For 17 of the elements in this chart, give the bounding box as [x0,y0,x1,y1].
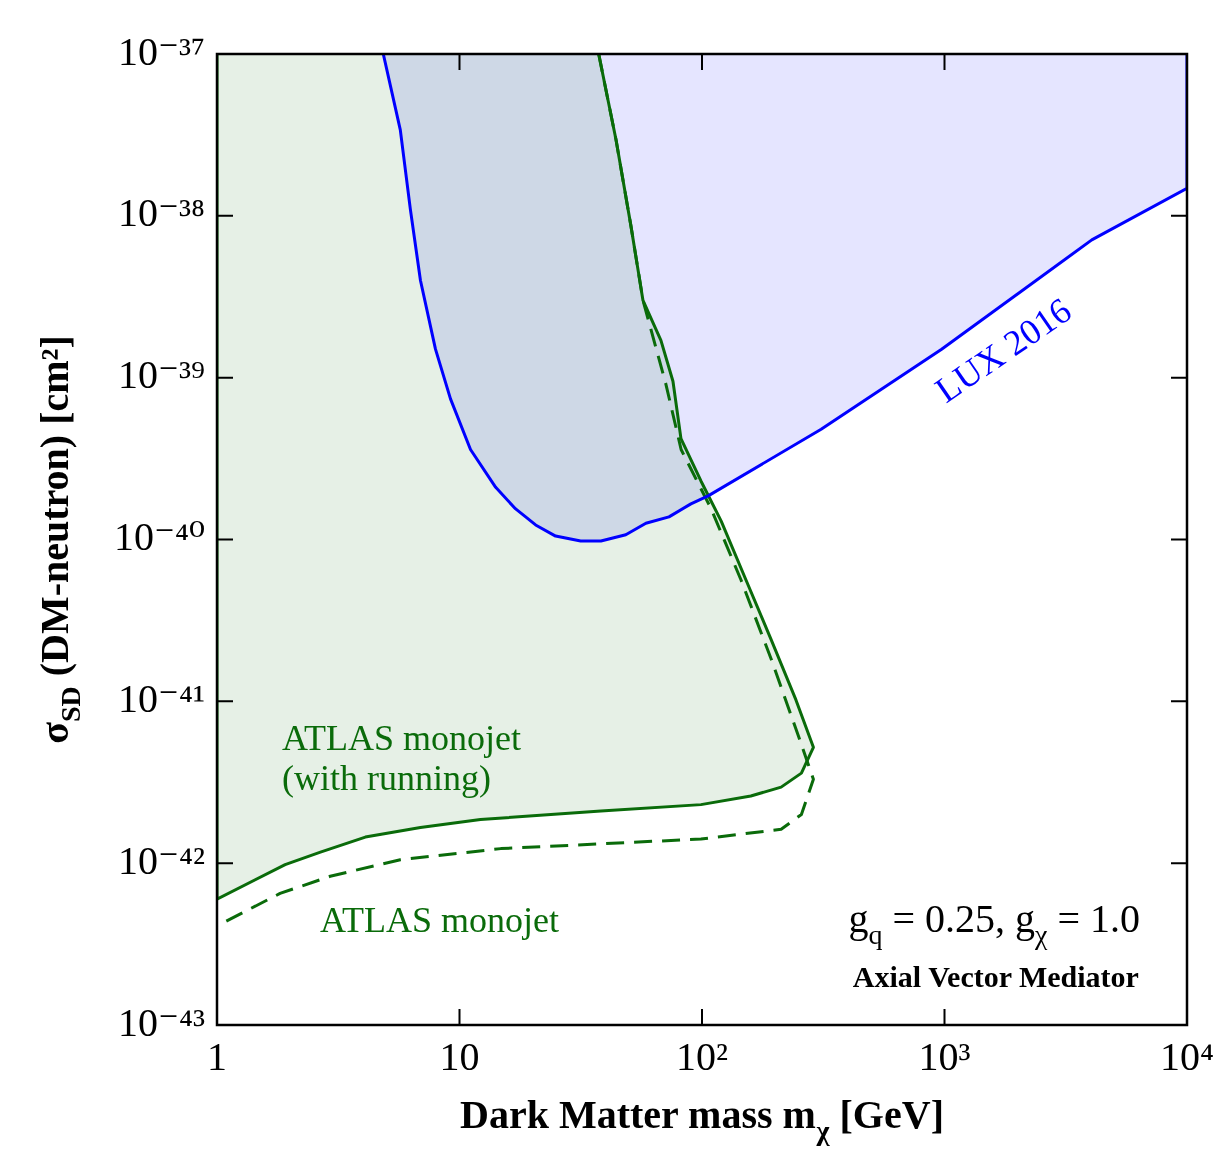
series-label: ATLAS monojet (with running) [282,718,521,798]
x-tick-label: 10² [676,1033,728,1079]
x-tick-label: 10³ [918,1033,971,1079]
x-tick-label: 10⁴ [1160,1033,1214,1079]
x-tick-label: 10 [439,1033,480,1079]
y-tick-label: 10⁻³⁸ [117,190,205,236]
y-tick-label: 10⁻⁴¹ [117,675,205,721]
y-tick-label: 10⁻⁴⁰ [113,514,205,559]
y-tick-label: 10⁻⁴³ [117,999,205,1045]
text: LUX 2016 [927,289,1079,411]
y-tick-label: 10⁻⁴² [117,837,205,883]
series-label: ATLAS monojet [320,900,559,940]
x-tick-label: 1 [207,1033,227,1079]
annotation: Axial Vector Mediator [852,960,1139,993]
y-tick-label: 10⁻³⁹ [117,352,205,398]
y-axis-title: σSD (DM-neutron) [cm²] [32,335,86,744]
y-tick-label: 10⁻³⁷ [117,28,205,74]
